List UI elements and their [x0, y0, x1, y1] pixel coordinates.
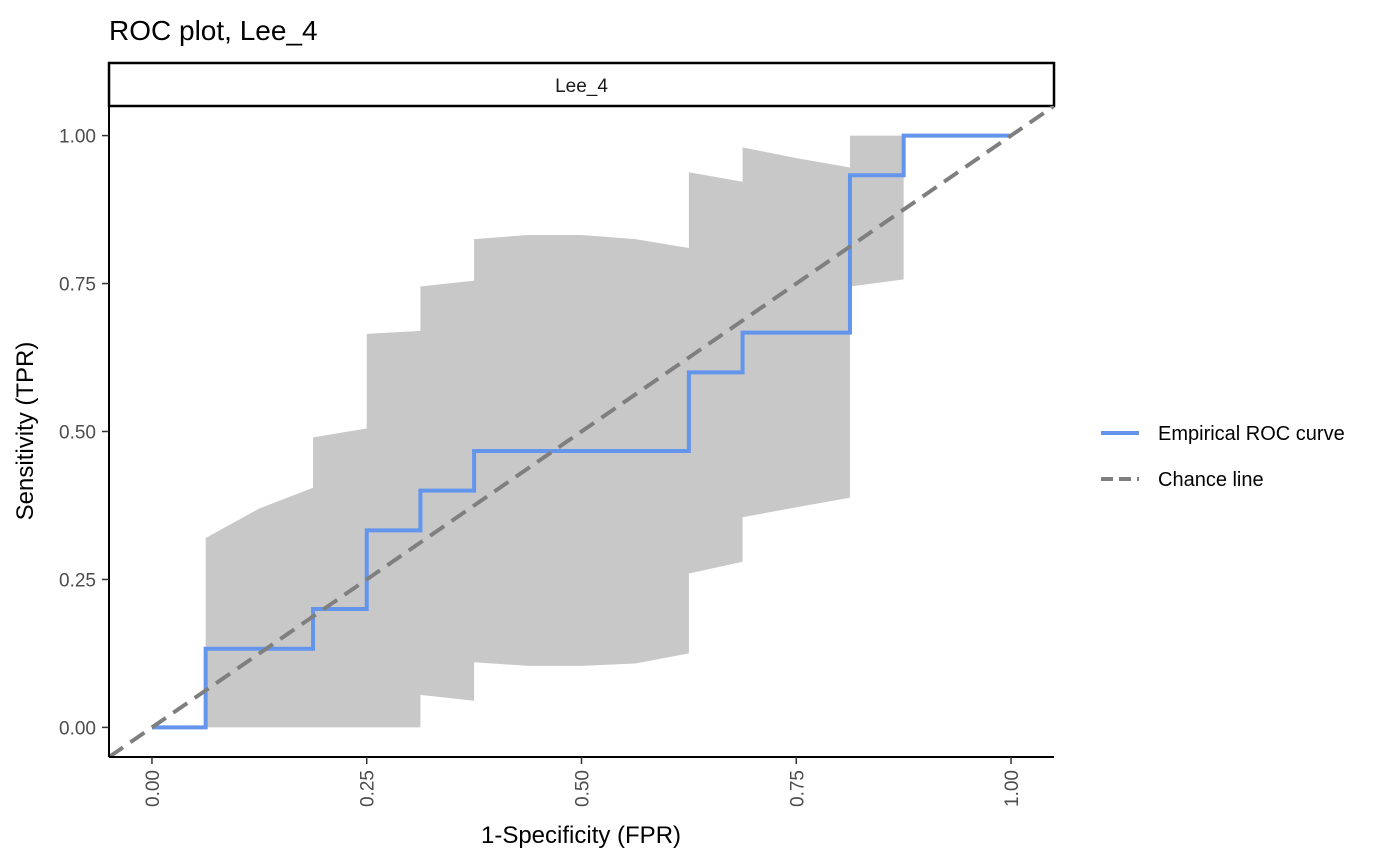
facet-strip: [107, 61, 1056, 108]
y-tick-label: 1.00: [59, 127, 96, 148]
x-tick-label: 0.00: [143, 770, 164, 807]
facet-strip-label: Lee_4: [555, 76, 608, 97]
x-tick-label: 0.75: [787, 770, 808, 807]
roc-curve-line: [151, 133, 1012, 730]
chart-title: ROC plot, Lee_4: [109, 15, 318, 46]
y-tick-label: 0.00: [59, 718, 96, 739]
y-tick-label: 0.75: [59, 275, 96, 296]
x-axis-title: 1-Specificity (FPR): [481, 822, 681, 849]
y-tick-label: 0.50: [59, 423, 96, 444]
legend-label: Chance line: [1158, 469, 1264, 491]
confidence-band: [205, 135, 904, 728]
x-tick-label: 0.50: [573, 770, 594, 807]
chance-line: [109, 106, 1054, 757]
plot-area: [109, 106, 1054, 757]
x-tick-label: 1.00: [1002, 770, 1023, 807]
x-tick-label: 0.25: [358, 770, 379, 807]
legend-label: Empirical ROC curve: [1158, 423, 1345, 445]
y-tick-label: 0.25: [59, 570, 96, 591]
plot-clipped-group: [109, 106, 1054, 757]
legend: Empirical ROC curve Chance line: [1101, 423, 1345, 491]
y-axis-title: Sensitivity (TPR): [12, 342, 39, 521]
axes: 0.00 0.25 0.50 0.75 1.00 0.00 0.25 0.50 0.75 1.00: [59, 127, 1023, 807]
